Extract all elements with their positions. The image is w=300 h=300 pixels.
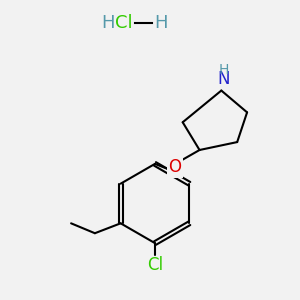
Text: N: N xyxy=(217,70,230,88)
Text: Cl: Cl xyxy=(115,14,133,32)
Text: O: O xyxy=(168,158,181,176)
Text: H: H xyxy=(101,14,114,32)
Text: H: H xyxy=(218,63,229,77)
Text: Cl: Cl xyxy=(147,256,163,274)
Text: H: H xyxy=(154,14,167,32)
